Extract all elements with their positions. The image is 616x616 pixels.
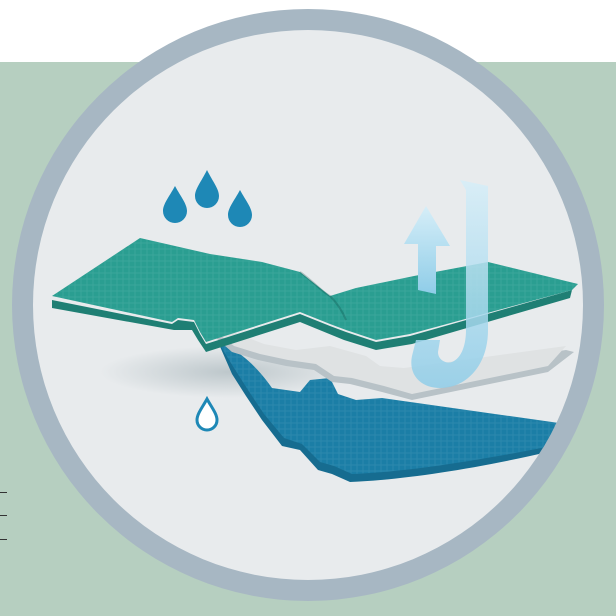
tick-mark [0,492,7,493]
arrow-up-icon [404,206,450,294]
outline-drop-icon [195,395,219,432]
tick-mark [0,539,7,540]
top-fabric-layer [52,238,578,352]
u-turn-arrow-icon [411,180,488,388]
water-drop-icon [195,170,219,208]
bottom-lining-layer [218,342,566,482]
tick-mark [0,515,7,516]
membrane-layer [200,320,574,400]
water-drop-icon [228,190,252,227]
water-drop-icon [163,186,187,223]
rain-drops [163,170,252,227]
